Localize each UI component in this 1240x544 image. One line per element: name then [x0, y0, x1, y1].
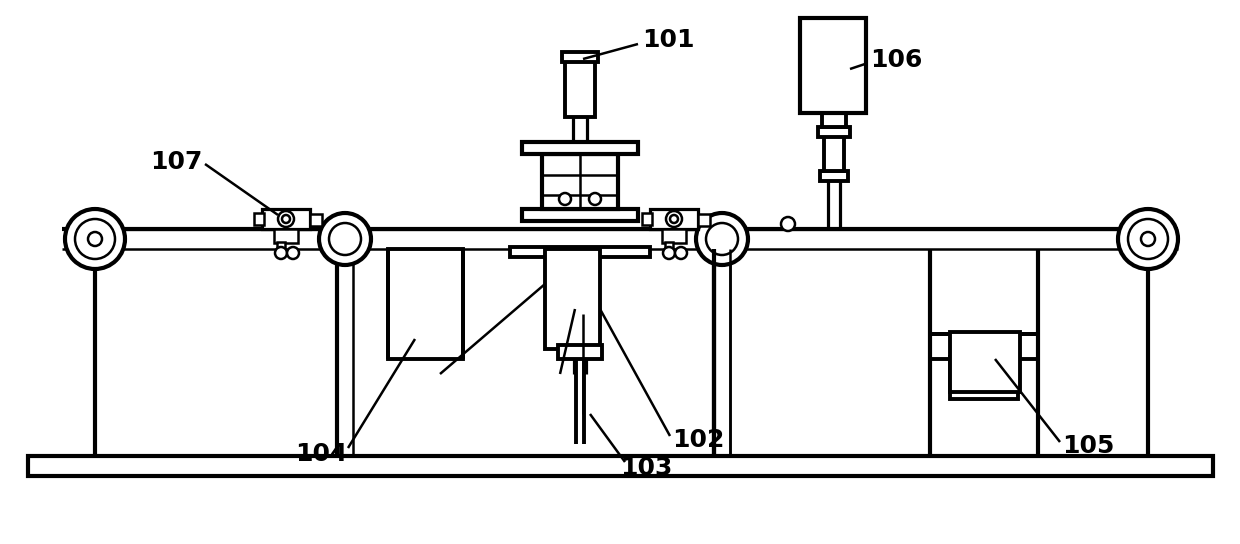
Circle shape	[275, 247, 286, 259]
Bar	[818, 127, 849, 137]
Circle shape	[589, 193, 601, 205]
Bar	[650, 209, 698, 229]
Bar	[562, 52, 598, 62]
Bar	[662, 229, 686, 243]
Circle shape	[663, 247, 675, 259]
Bar	[310, 214, 322, 226]
Circle shape	[706, 223, 738, 255]
Text: 104: 104	[295, 442, 347, 466]
Circle shape	[559, 193, 570, 205]
Circle shape	[1141, 232, 1154, 246]
Circle shape	[278, 211, 294, 227]
Bar	[522, 209, 639, 221]
Circle shape	[572, 249, 588, 265]
Text: 106: 106	[870, 48, 923, 72]
Bar	[820, 171, 848, 181]
Bar	[665, 242, 673, 251]
Bar	[542, 154, 618, 209]
Bar	[29, 456, 1213, 476]
Bar	[546, 249, 600, 349]
Circle shape	[286, 247, 299, 259]
Bar	[254, 213, 264, 225]
Text: 105: 105	[1061, 434, 1115, 458]
Bar	[510, 247, 650, 257]
Bar	[565, 59, 595, 117]
Bar	[930, 334, 1038, 359]
Text: 101: 101	[642, 28, 694, 52]
Circle shape	[1128, 219, 1168, 259]
Bar	[388, 249, 463, 359]
Circle shape	[281, 215, 290, 223]
Bar	[950, 332, 1021, 392]
Circle shape	[1118, 209, 1178, 269]
Circle shape	[781, 217, 795, 231]
Bar	[274, 229, 298, 243]
Circle shape	[74, 219, 115, 259]
Bar	[698, 214, 711, 226]
Text: 102: 102	[672, 428, 724, 452]
Bar	[950, 357, 1018, 399]
Bar	[822, 112, 846, 127]
Circle shape	[666, 211, 682, 227]
Circle shape	[64, 209, 125, 269]
Bar	[825, 136, 844, 171]
Circle shape	[329, 223, 361, 255]
Bar	[277, 242, 285, 251]
Bar	[262, 209, 310, 229]
Circle shape	[88, 232, 102, 246]
Bar	[642, 213, 652, 225]
Bar	[558, 345, 601, 359]
Circle shape	[670, 215, 678, 223]
Bar	[522, 142, 639, 154]
Circle shape	[319, 213, 371, 265]
Circle shape	[675, 247, 687, 259]
Text: 103: 103	[620, 456, 672, 480]
Circle shape	[696, 213, 748, 265]
Bar	[800, 18, 866, 113]
Text: 107: 107	[150, 150, 202, 174]
